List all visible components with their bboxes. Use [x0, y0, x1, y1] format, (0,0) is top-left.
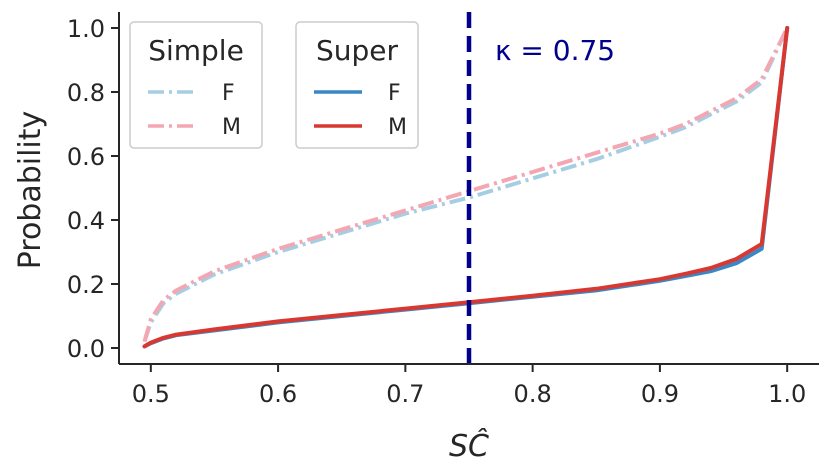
kappa-annotation: κ = 0.75: [495, 34, 615, 67]
x-tick-label: 0.7: [386, 380, 424, 408]
y-ticks: 0.0 0.2 0.4 0.6 0.8 1.0: [67, 15, 119, 363]
y-tick-label: 0.6: [67, 143, 105, 171]
x-tick-label: 1.0: [768, 380, 806, 408]
legend-frame: [129, 21, 263, 149]
legend-super: Super FM: [295, 21, 419, 149]
legend-frame: [295, 21, 419, 149]
axes: [118, 12, 819, 365]
y-tick-label: 0.4: [67, 207, 105, 235]
x-axis-label: SĈ: [449, 427, 489, 464]
x-tick-label: 0.9: [641, 380, 679, 408]
legend-simple: Simple FM: [129, 21, 263, 149]
legend-label: M: [222, 115, 241, 140]
x-tick-label: 0.6: [259, 380, 297, 408]
y-tick-label: 1.0: [67, 15, 105, 43]
y-tick-label: 0.0: [67, 335, 105, 363]
y-tick-label: 0.8: [67, 79, 105, 107]
y-tick-label: 0.2: [67, 271, 105, 299]
legend-label: M: [388, 115, 407, 140]
legend-label: F: [222, 81, 235, 106]
legend-label: F: [388, 81, 401, 106]
x-tick-label: 0.8: [514, 380, 552, 408]
x-ticks: 0.5 0.6 0.7 0.8 0.9 1.0: [132, 364, 806, 408]
legend-title: Simple: [148, 34, 244, 67]
y-axis-label: Probability: [13, 111, 48, 270]
legend-title: Super: [316, 34, 399, 67]
x-tick-label: 0.5: [132, 380, 170, 408]
